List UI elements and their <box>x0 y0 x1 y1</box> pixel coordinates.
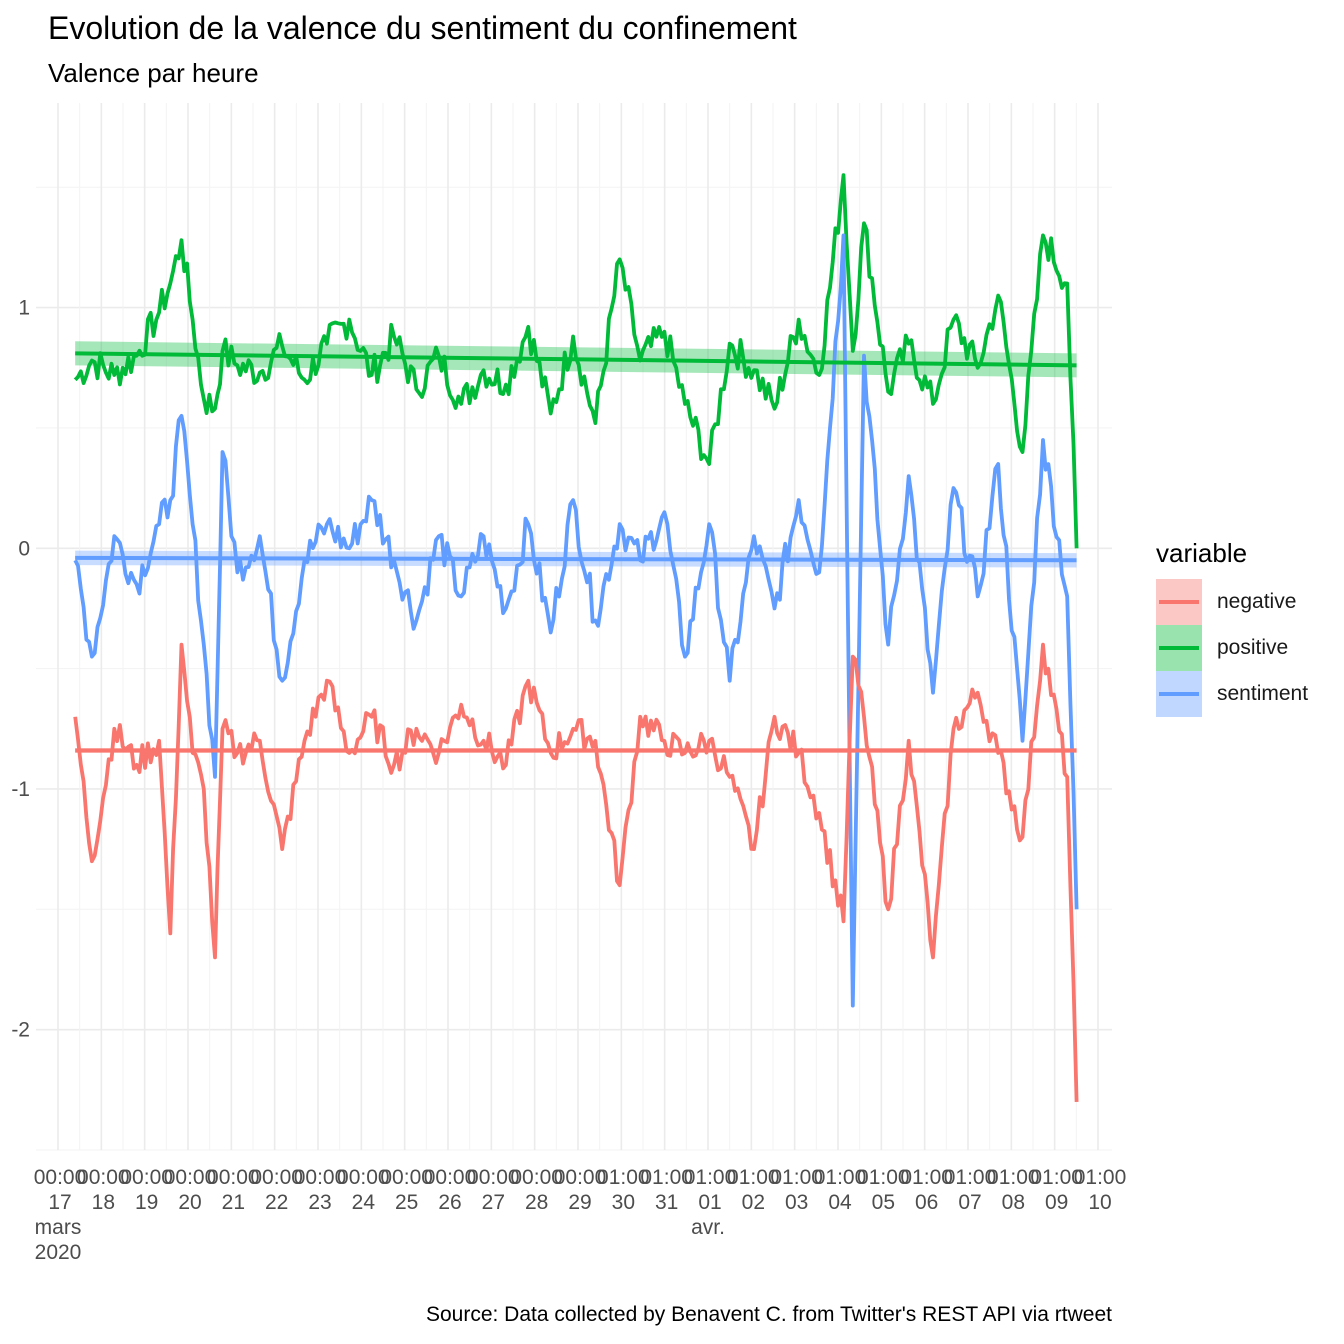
x-tick-time-label: 01:00 <box>1074 1166 1127 1189</box>
x-tick-time-label: 01:00 <box>944 1166 997 1189</box>
x-tick-day-label: 21 <box>222 1191 245 1214</box>
x-tick-day-label: 06 <box>915 1191 938 1214</box>
legend-key-negative <box>1156 579 1202 625</box>
x-tick-time-label: 00:00 <box>510 1166 563 1189</box>
y-tick-label: -2 <box>11 1019 30 1042</box>
x-tick-time-label: 01:00 <box>857 1166 910 1189</box>
x-tick-time-label: 00:00 <box>467 1166 520 1189</box>
y-tick-label: 1 <box>18 297 30 320</box>
x-tick-day-label: 05 <box>872 1191 895 1214</box>
x-tick-extra-label: avr. <box>691 1216 725 1239</box>
x-tick-day-label: 07 <box>958 1191 981 1214</box>
x-tick-time-label: 01:00 <box>727 1166 780 1189</box>
x-tick-time-label: 01:00 <box>987 1166 1040 1189</box>
x-tick-day-label: 02 <box>742 1191 765 1214</box>
trend-lines <box>75 351 1077 753</box>
legend: variable negative positive sentiment <box>1156 538 1308 717</box>
x-tick-day-label: 25 <box>395 1191 418 1214</box>
legend-title: variable <box>1156 538 1248 568</box>
series-line-sentiment <box>73 233 1079 1008</box>
x-tick-day-label: 30 <box>612 1191 635 1214</box>
x-tick-day-label: 10 <box>1088 1191 1111 1214</box>
chart-title: Evolution de la valence du sentiment du … <box>48 10 797 46</box>
x-tick-time-label: 00:00 <box>337 1166 390 1189</box>
series-lines <box>73 173 1079 1102</box>
x-tick-time-label: 00:00 <box>164 1166 217 1189</box>
legend-label-positive: positive <box>1217 636 1289 659</box>
x-tick-extra-label: 2020 <box>35 1241 82 1264</box>
x-axis: 00:0017mars202000:001800:001900:002000:0… <box>34 1166 1127 1264</box>
x-tick-day-label: 09 <box>1045 1191 1068 1214</box>
trend-bands <box>75 341 1077 753</box>
legend-key-positive <box>1156 625 1202 671</box>
x-tick-day-label: 01 <box>698 1191 721 1214</box>
series-line-negative <box>73 642 1079 1102</box>
trend-line-sentiment <box>75 555 1077 563</box>
x-tick-time-label: 01:00 <box>684 1166 737 1189</box>
x-tick-time-label: 00:00 <box>554 1166 607 1189</box>
chart-subtitle: Valence par heure <box>48 58 259 88</box>
x-tick-time-label: 00:00 <box>34 1166 87 1189</box>
x-tick-day-label: 28 <box>525 1191 548 1214</box>
x-tick-time-label: 01:00 <box>900 1166 953 1189</box>
x-tick-day-label: 17 <box>48 1191 71 1214</box>
y-axis: -2 -1 0 1 <box>11 297 30 1042</box>
x-tick-day-label: 31 <box>655 1191 678 1214</box>
x-tick-day-label: 23 <box>308 1191 331 1214</box>
x-tick-time-label: 01:00 <box>597 1166 650 1189</box>
x-tick-day-label: 08 <box>1002 1191 1025 1214</box>
trend-line-positive <box>75 351 1077 368</box>
x-tick-day-label: 18 <box>92 1191 115 1214</box>
legend-label-negative: negative <box>1217 590 1297 613</box>
x-tick-time-label: 00:00 <box>424 1166 477 1189</box>
x-tick-day-label: 29 <box>568 1191 591 1214</box>
x-tick-time-label: 00:00 <box>120 1166 173 1189</box>
x-tick-day-label: 03 <box>785 1191 808 1214</box>
x-tick-time-label: 01:00 <box>1030 1166 1083 1189</box>
y-tick-label: -1 <box>11 778 30 801</box>
x-tick-day-label: 04 <box>828 1191 852 1214</box>
x-tick-time-label: 00:00 <box>380 1166 433 1189</box>
x-tick-day-label: 24 <box>352 1191 376 1214</box>
x-tick-extra-label: mars <box>35 1216 82 1239</box>
x-tick-time-label: 01:00 <box>814 1166 867 1189</box>
grid <box>36 103 1112 1151</box>
legend-item-sentiment: sentiment <box>1156 671 1308 717</box>
chart-caption: Source: Data collected by Benavent C. fr… <box>425 1303 1112 1326</box>
x-tick-day-label: 26 <box>438 1191 461 1214</box>
x-tick-time-label: 00:00 <box>77 1166 130 1189</box>
x-tick-time-label: 00:00 <box>207 1166 260 1189</box>
x-tick-time-label: 00:00 <box>250 1166 303 1189</box>
x-tick-time-label: 01:00 <box>640 1166 693 1189</box>
x-tick-day-label: 27 <box>482 1191 505 1214</box>
legend-item-negative: negative <box>1156 579 1308 625</box>
x-tick-day-label: 22 <box>265 1191 288 1214</box>
x-tick-day-label: 20 <box>178 1191 201 1214</box>
legend-label-sentiment: sentiment <box>1217 682 1309 705</box>
x-tick-time-label: 00:00 <box>294 1166 347 1189</box>
legend-key-sentiment <box>1156 671 1202 717</box>
x-tick-day-label: 19 <box>135 1191 158 1214</box>
y-tick-label: 0 <box>18 537 30 560</box>
x-tick-time-label: 01:00 <box>770 1166 823 1189</box>
legend-item-positive: positive <box>1156 625 1308 671</box>
